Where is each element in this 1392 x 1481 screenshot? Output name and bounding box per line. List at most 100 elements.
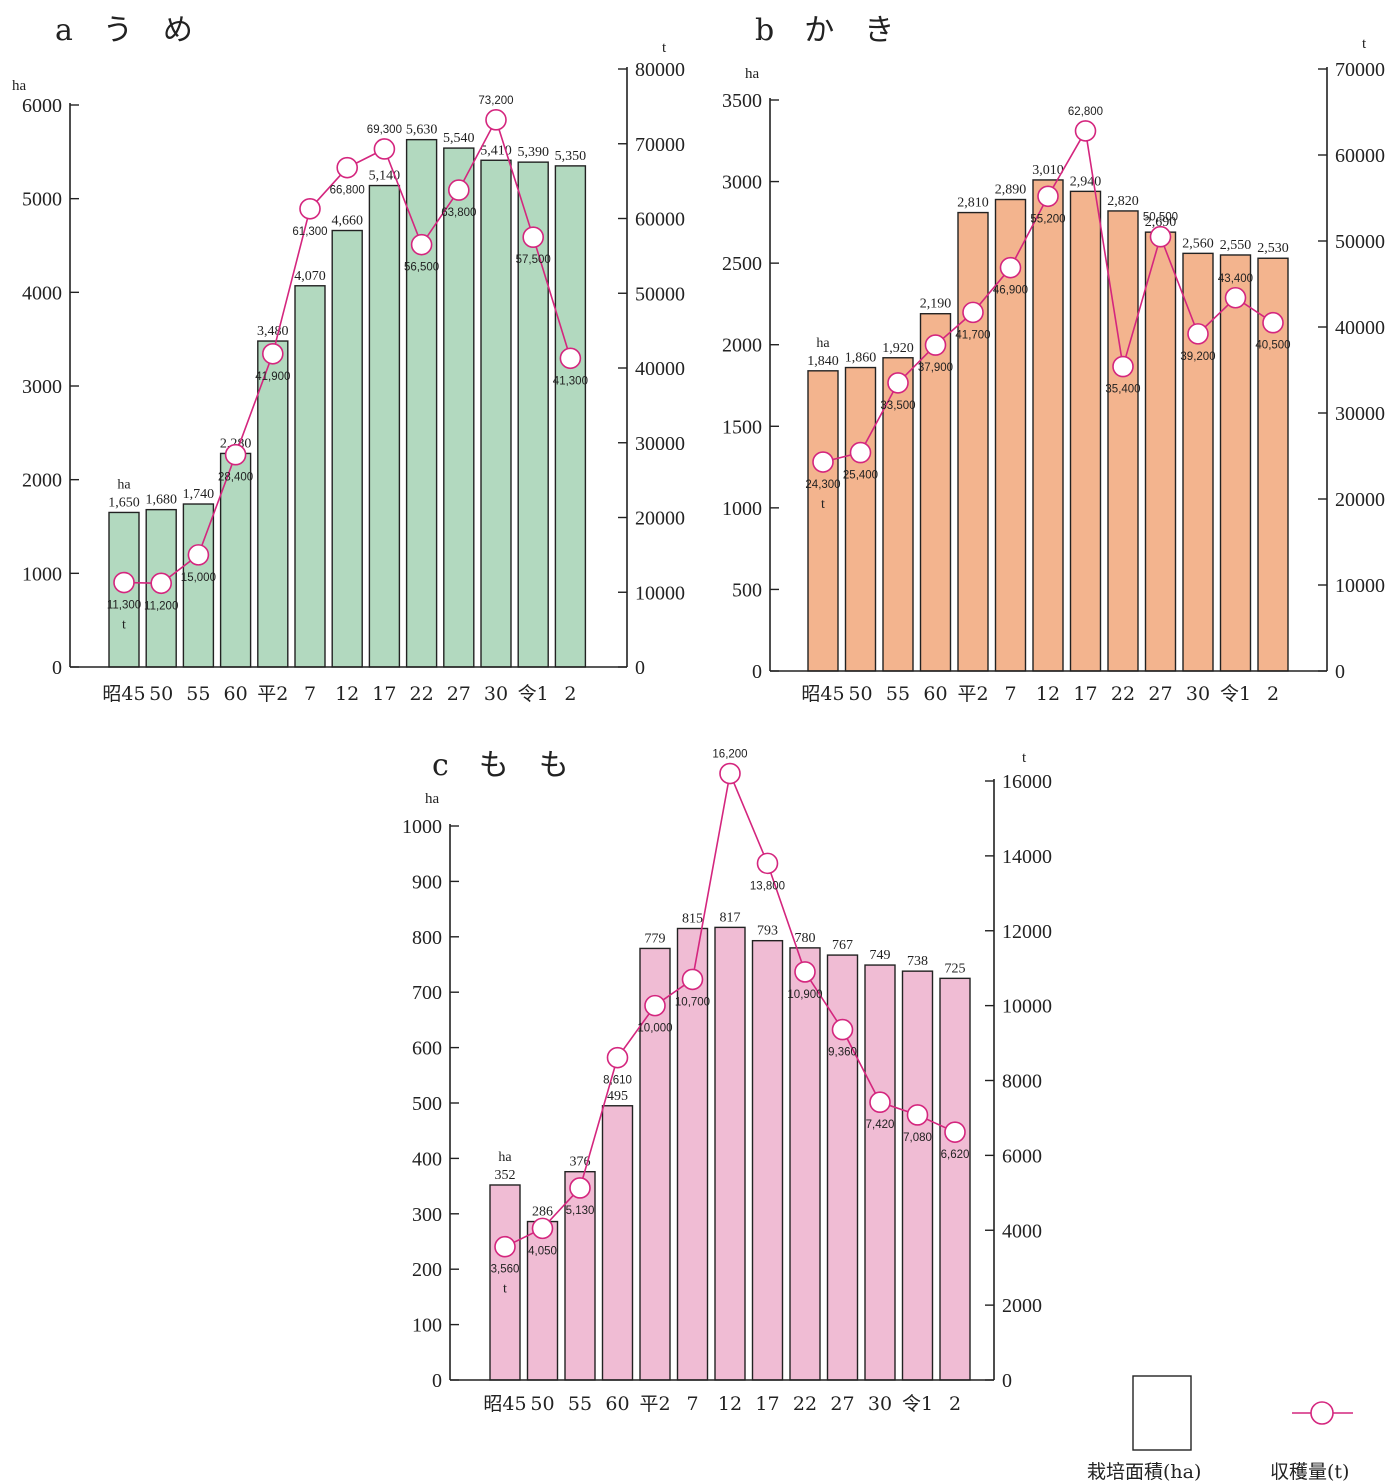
bar-7 bbox=[368, 184, 401, 668]
bar-5 bbox=[676, 927, 709, 1381]
y2-tick-label-2: 20000 bbox=[635, 508, 685, 530]
bar-label-0: 1,650 bbox=[108, 495, 140, 510]
y-tick-label-4: 2000 bbox=[722, 335, 762, 357]
bar-label-8: 2,820 bbox=[1107, 194, 1139, 209]
x-tick-label-1: 50 bbox=[530, 1393, 554, 1415]
chart-panel-1: b か き ha t 1,840 1,860 1,920 2,190 2,810 2,890 3,… bbox=[722, 13, 1385, 705]
harvest-label-12: 40,500 bbox=[1255, 340, 1290, 352]
harvest-label-7: 13,800 bbox=[750, 880, 785, 892]
x-tick-label-8: 22 bbox=[410, 683, 434, 705]
y2-tick-label-0: 0 bbox=[1002, 1370, 1012, 1392]
bar-5 bbox=[294, 285, 326, 668]
y-axis-unit: ha bbox=[12, 78, 27, 94]
y-axis-unit: ha bbox=[745, 66, 760, 82]
legend-line-marker bbox=[1310, 1401, 1334, 1425]
bar-label-7: 2,940 bbox=[1070, 174, 1102, 189]
y2-tick-label-1: 10000 bbox=[1335, 575, 1385, 597]
x-tick-label-12: 2 bbox=[949, 1393, 961, 1415]
harvest-point-6 bbox=[336, 156, 359, 179]
harvest-point-9 bbox=[447, 179, 470, 201]
bar-label-12: 2,530 bbox=[1257, 241, 1289, 256]
x-tick-label-4: 平2 bbox=[257, 683, 288, 705]
bar-9 bbox=[1144, 231, 1177, 672]
y2-tick-label-1: 10000 bbox=[635, 582, 685, 604]
x-tick-label-3: 60 bbox=[605, 1393, 629, 1415]
harvest-point-1 bbox=[531, 1217, 554, 1240]
x-tick-label-0: 昭45 bbox=[801, 683, 844, 705]
bar-2 bbox=[564, 1170, 596, 1381]
x-tick-label-7: 17 bbox=[1073, 683, 1097, 705]
x-tick-label-6: 12 bbox=[1036, 683, 1060, 705]
harvest-label-0: 3,560 bbox=[491, 1264, 520, 1276]
harvest-label-3: 37,900 bbox=[918, 362, 953, 374]
bar-6 bbox=[714, 926, 746, 1381]
y-tick-label-3: 300 bbox=[412, 1204, 442, 1226]
x-tick-label-1: 50 bbox=[149, 683, 173, 705]
x-tick-label-10: 30 bbox=[484, 683, 508, 705]
harvest-point-7 bbox=[756, 852, 779, 875]
harvest-label-5: 46,900 bbox=[993, 285, 1028, 297]
harvest-label-5: 10,700 bbox=[675, 996, 710, 1008]
y2-tick-label-6: 60000 bbox=[635, 209, 685, 231]
legend: 栽培面積(ha) 収穫量(t) bbox=[1087, 1375, 1353, 1481]
bar-label-3: 495 bbox=[607, 1089, 628, 1104]
harvest-label-10: 73,200 bbox=[478, 95, 513, 107]
y-axis-unit: ha bbox=[425, 791, 440, 807]
bar-label-11: 2,550 bbox=[1220, 238, 1252, 253]
harvest-label-9: 50,500 bbox=[1143, 212, 1178, 224]
bar-label-0: 1,840 bbox=[807, 354, 839, 369]
y2-tick-label-2: 4000 bbox=[1002, 1220, 1042, 1242]
y-tick-label-6: 3000 bbox=[722, 172, 762, 194]
y-tick-label-3: 3000 bbox=[22, 376, 62, 398]
y-tick-label-6: 6000 bbox=[22, 95, 62, 117]
y2-tick-label-5: 50000 bbox=[1335, 231, 1385, 253]
bar-4 bbox=[957, 211, 989, 672]
harvest-label-1: 25,400 bbox=[843, 470, 878, 482]
harvest-label-4: 41,900 bbox=[255, 371, 290, 383]
x-tick-label-11: 令1 bbox=[1220, 683, 1251, 705]
x-tick-label-7: 17 bbox=[755, 1393, 779, 1415]
y2-tick-label-5: 10000 bbox=[1002, 996, 1052, 1018]
y2-tick-label-6: 12000 bbox=[1002, 921, 1052, 943]
harvest-point-0 bbox=[812, 451, 834, 473]
y-tick-label-5: 500 bbox=[412, 1093, 442, 1115]
x-tick-label-5: 7 bbox=[686, 1393, 698, 1415]
harvest-label-11: 7,080 bbox=[903, 1132, 932, 1144]
y2-tick-label-5: 50000 bbox=[635, 283, 685, 305]
harvest-point-11 bbox=[522, 226, 545, 248]
y-tick-label-2: 2000 bbox=[22, 470, 62, 492]
bar-label-2: 376 bbox=[570, 1155, 591, 1170]
harvest-label-9: 9,360 bbox=[828, 1047, 857, 1059]
x-tick-label-4: 平2 bbox=[957, 683, 988, 705]
harvest-point-3 bbox=[224, 443, 247, 466]
y-tick-label-10: 1000 bbox=[402, 816, 442, 838]
bar-8 bbox=[1107, 210, 1139, 672]
y-tick-label-1: 100 bbox=[412, 1315, 442, 1337]
bar-0 bbox=[807, 370, 839, 672]
x-tick-label-11: 令1 bbox=[518, 683, 549, 705]
harvest-point-10 bbox=[485, 109, 507, 131]
bar-11 bbox=[901, 970, 934, 1381]
harvest-point-10 bbox=[869, 1091, 891, 1114]
harvest-point-5 bbox=[999, 256, 1022, 279]
harvest-point-0 bbox=[113, 571, 135, 594]
y2-tick-label-3: 6000 bbox=[1002, 1145, 1042, 1167]
x-tick-label-9: 27 bbox=[830, 1393, 854, 1415]
y2-tick-label-4: 40000 bbox=[1335, 317, 1385, 339]
harvest-point-10 bbox=[1187, 323, 1209, 345]
x-tick-label-8: 22 bbox=[1111, 683, 1135, 705]
line-unit-note: t bbox=[503, 1282, 507, 1297]
bar-1 bbox=[844, 366, 877, 672]
harvest-point-8 bbox=[410, 233, 433, 256]
harvest-label-11: 57,500 bbox=[516, 254, 551, 266]
y-tick-label-3: 1500 bbox=[722, 416, 762, 438]
chart-title: b か き bbox=[755, 13, 894, 48]
bar-10 bbox=[1182, 252, 1214, 672]
harvest-point-2 bbox=[569, 1177, 591, 1199]
bar-label-0: 352 bbox=[495, 1168, 516, 1183]
y2-axis-unit: t bbox=[1362, 36, 1367, 52]
harvest-point-5 bbox=[299, 197, 321, 220]
harvest-point-1 bbox=[150, 572, 172, 595]
bar-unit-note: ha bbox=[498, 1150, 512, 1165]
